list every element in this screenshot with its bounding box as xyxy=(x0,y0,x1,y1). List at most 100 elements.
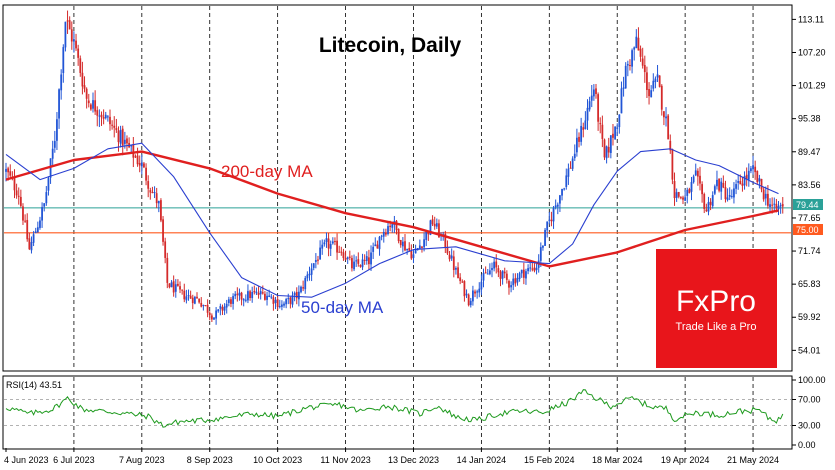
candle-body xyxy=(221,306,224,311)
candle-body xyxy=(272,297,275,304)
candle-body xyxy=(637,37,640,51)
candle-body xyxy=(85,88,88,99)
candle-body xyxy=(646,72,648,91)
candle-body xyxy=(658,75,661,87)
moving-averages xyxy=(5,142,779,298)
candle-body xyxy=(743,176,746,186)
candle-body xyxy=(49,158,52,178)
logo-name: FxPro xyxy=(676,285,756,318)
candle-body xyxy=(104,114,107,119)
candle-body xyxy=(363,259,366,261)
candle-body xyxy=(259,291,262,295)
candle-body xyxy=(550,219,553,222)
candle-body xyxy=(236,293,239,295)
candle-body xyxy=(491,268,493,271)
candle-body xyxy=(686,189,689,196)
candle-body xyxy=(174,284,177,292)
candle-body xyxy=(193,296,196,304)
candle-body xyxy=(348,256,351,258)
candle-body xyxy=(539,247,542,261)
candle-body xyxy=(168,283,171,288)
candle-body xyxy=(244,299,247,301)
candle-body xyxy=(764,193,767,199)
candle-body xyxy=(503,271,506,274)
candle-body xyxy=(306,274,309,279)
candle-body xyxy=(230,299,232,304)
candle-body xyxy=(601,124,604,139)
candle-body xyxy=(238,292,241,296)
candle-body xyxy=(200,302,203,307)
candle-body xyxy=(501,270,504,279)
x-tick-label: 4 Jun 2023 xyxy=(4,455,49,465)
candle-body xyxy=(622,87,625,89)
candle-body xyxy=(297,291,300,300)
ma50-annotation: 50-day MA xyxy=(301,298,384,317)
candle-body xyxy=(368,257,370,265)
candle-body xyxy=(752,165,754,170)
candle-body xyxy=(132,144,135,158)
candle-body xyxy=(153,192,156,194)
candle-body xyxy=(418,245,421,249)
candle-body xyxy=(463,281,466,297)
candle-body xyxy=(660,85,663,110)
candle-body xyxy=(43,203,46,207)
candle-body xyxy=(599,123,602,125)
candles xyxy=(5,10,784,325)
candle-body xyxy=(365,256,368,262)
candle-body xyxy=(346,257,349,259)
candle-body xyxy=(650,90,653,98)
candle-body xyxy=(684,197,687,201)
y-tick-label: 107.20 xyxy=(798,47,826,57)
candle-body xyxy=(13,177,16,191)
candle-body xyxy=(459,277,462,282)
candle-body xyxy=(344,257,347,260)
x-tick-label: 10 Oct 2023 xyxy=(253,455,302,465)
candle-body xyxy=(739,181,742,185)
candle-body xyxy=(414,248,417,254)
candle-body xyxy=(53,141,56,148)
candle-body xyxy=(340,251,343,253)
candle-body xyxy=(380,235,383,237)
candle-body xyxy=(353,261,355,270)
candle-body xyxy=(310,268,313,275)
candle-body xyxy=(777,205,780,210)
candle-body xyxy=(355,260,358,262)
candle-body xyxy=(671,148,674,180)
candle-body xyxy=(143,163,145,168)
candle-body xyxy=(435,223,438,227)
candle-body xyxy=(762,189,765,200)
candle-body xyxy=(677,192,680,197)
candle-body xyxy=(9,171,12,176)
candle-body xyxy=(592,89,595,97)
candle-body xyxy=(261,292,264,294)
candle-body xyxy=(109,116,111,125)
candle-body xyxy=(372,246,375,252)
rsi-tick-label: 100.00 xyxy=(798,375,826,385)
candle-body xyxy=(395,220,398,231)
candle-body xyxy=(476,291,479,293)
y-tick-label: 77.65 xyxy=(798,213,821,223)
candle-body xyxy=(170,282,173,288)
candle-body xyxy=(202,304,205,306)
candle-body xyxy=(68,20,71,30)
candle-body xyxy=(612,133,614,138)
candle-body xyxy=(278,306,281,308)
candle-body xyxy=(157,200,160,204)
candle-body xyxy=(512,278,515,286)
candle-body xyxy=(30,242,33,251)
candle-body xyxy=(121,128,124,146)
time-axis: 4 Jun 2023 6 Jul 2023 7 Aug 2023 8 Sep 2023… xyxy=(4,448,779,465)
candle-body xyxy=(582,127,585,130)
candle-body xyxy=(39,220,41,228)
candle-body xyxy=(648,89,650,97)
candle-body xyxy=(718,178,720,191)
candle-body xyxy=(234,293,237,297)
candle-body xyxy=(314,260,317,262)
candle-body xyxy=(527,268,529,272)
candle-body xyxy=(166,257,169,283)
candle-body xyxy=(575,137,578,153)
candle-body xyxy=(302,287,305,289)
candle-body xyxy=(145,167,147,181)
candle-body xyxy=(675,192,678,198)
